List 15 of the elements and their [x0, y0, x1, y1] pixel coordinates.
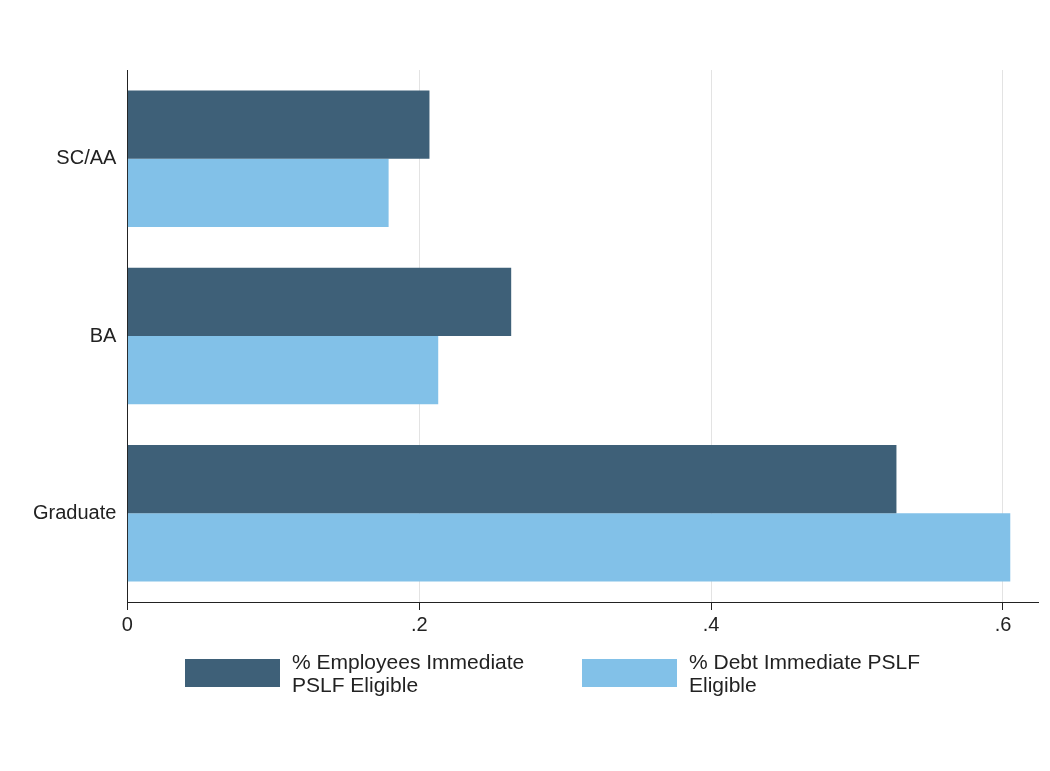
y-tick-label: BA — [89, 323, 118, 346]
x-tick-label: 0 — [121, 612, 133, 635]
bar — [127, 90, 430, 159]
bar — [127, 158, 389, 227]
bar — [127, 513, 1011, 582]
legend-label: % Debt Immediate PSLF Eligible — [689, 650, 922, 697]
y-tick-label: Graduate — [33, 500, 117, 523]
bar — [127, 336, 439, 405]
x-tick-label: .6 — [994, 612, 1012, 635]
bar — [127, 445, 897, 514]
x-tick-label: .2 — [410, 612, 428, 635]
bar — [127, 267, 512, 336]
y-tick-label: SC/AA — [56, 146, 118, 169]
x-tick-label: .4 — [702, 612, 720, 635]
legend-label: % Employees Immediate PSLF Eligible — [292, 650, 526, 697]
